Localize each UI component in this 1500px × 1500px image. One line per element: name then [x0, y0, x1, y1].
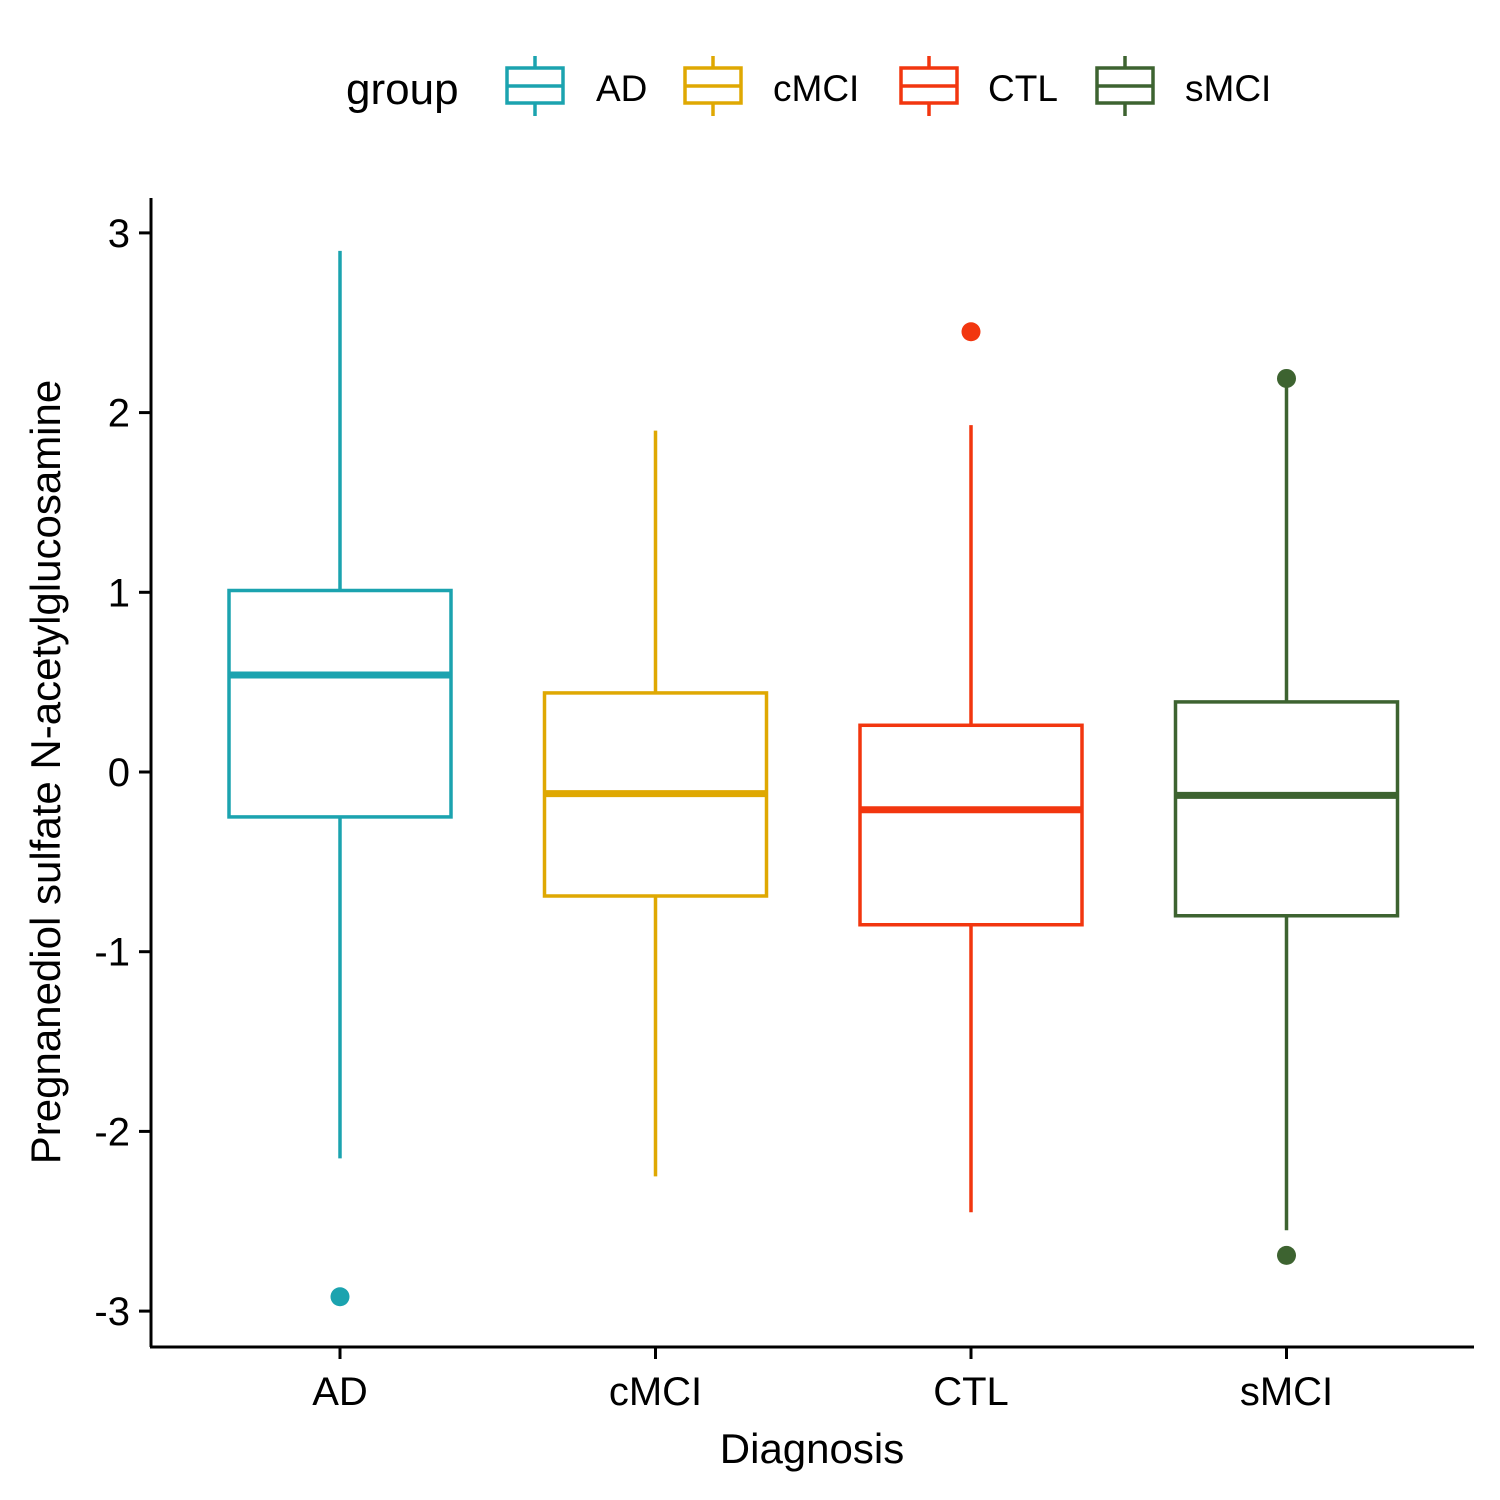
x-tick-label: AD	[312, 1370, 368, 1414]
outlier-point	[1277, 368, 1296, 388]
y-tick-label: 2	[108, 392, 130, 436]
box-body	[1173, 700, 1400, 918]
box-ad	[227, 250, 453, 1307]
box-ctl	[858, 322, 1084, 1213]
y-tick-label: 3	[108, 212, 130, 256]
legend-key-cmci	[683, 56, 743, 116]
outlier-point	[961, 322, 981, 342]
legend-title: group	[346, 65, 459, 114]
legend-label: AD	[596, 68, 647, 109]
y-tick-label: -3	[94, 1290, 130, 1334]
legend-label: CTL	[988, 68, 1058, 109]
y-axis-title: Pregnanediol sulfate N-acetylglucosamine	[22, 380, 69, 1164]
y-tick-label: 0	[108, 751, 130, 795]
x-axis-title: Diagnosis	[720, 1425, 904, 1472]
x-tick-label: CTL	[933, 1370, 1009, 1414]
outlier-point	[330, 1287, 350, 1307]
legend: group AD cMCI CTL sMCI	[346, 56, 1271, 116]
legend-label: cMCI	[773, 68, 859, 109]
x-axis-ticks: AD cMCI CTL sMCI	[312, 1347, 1333, 1414]
box-body	[858, 723, 1084, 927]
box-smci	[1173, 368, 1400, 1265]
legend-item-cmci: cMCI	[683, 56, 859, 116]
plot-area: 3 2 1 0 -1 -2 -3 AD cMCI CTL sMCI	[94, 198, 1474, 1414]
legend-label: sMCI	[1185, 68, 1271, 109]
x-tick-label: cMCI	[609, 1370, 702, 1414]
y-axis-ticks: 3 2 1 0 -1 -2 -3	[94, 212, 151, 1334]
legend-key-ctl	[899, 56, 959, 116]
y-tick-label: -2	[94, 1110, 130, 1154]
x-tick-label: sMCI	[1240, 1370, 1333, 1414]
boxes	[227, 250, 1400, 1307]
legend-item-ctl: CTL	[899, 56, 1058, 116]
box-body	[227, 588, 453, 819]
outlier-point	[1277, 1245, 1296, 1265]
box-cmci	[542, 430, 769, 1177]
legend-item-ad: AD	[505, 56, 647, 116]
legend-item-smci: sMCI	[1095, 56, 1271, 116]
y-tick-label: 1	[108, 571, 130, 615]
legend-items: AD cMCI CTL sMCI	[505, 56, 1271, 116]
y-tick-label: -1	[94, 931, 130, 975]
legend-key-smci	[1095, 56, 1155, 116]
legend-key-ad	[505, 56, 565, 116]
